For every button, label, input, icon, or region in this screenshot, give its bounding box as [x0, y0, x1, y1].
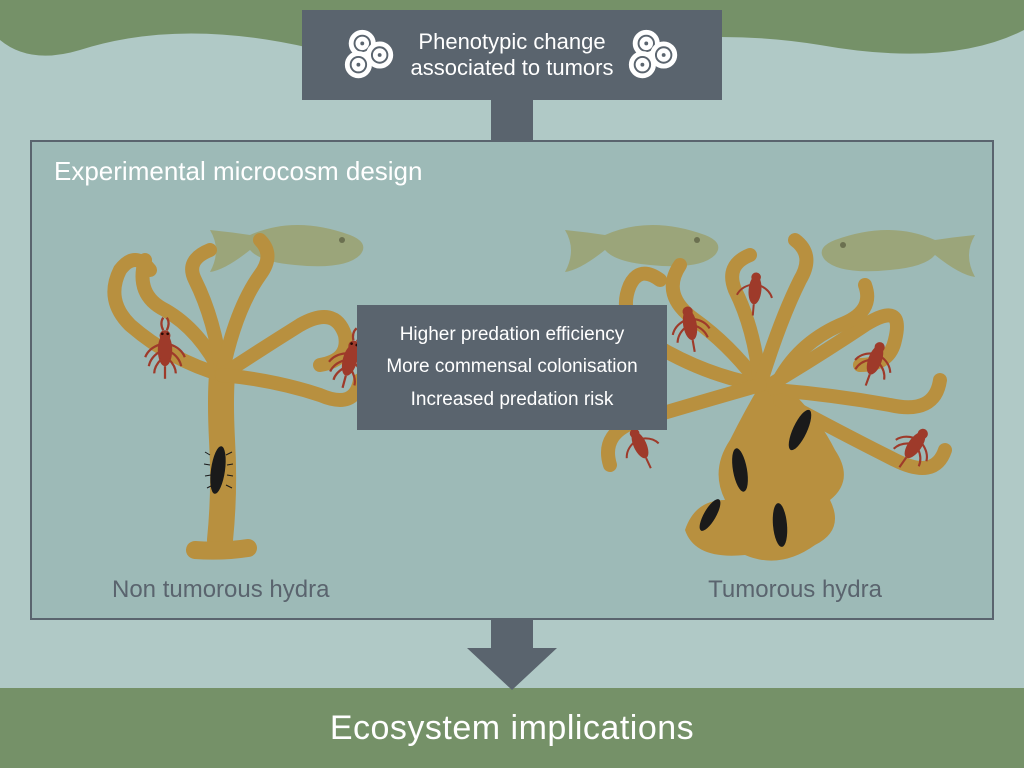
fish-icon [565, 225, 718, 272]
info-line2: More commensal colonisation [369, 351, 655, 383]
header-text: Phenotypic change associated to tumors [411, 29, 614, 82]
label-nontumorous: Non tumorous hydra [112, 576, 329, 604]
bottom-text: Ecosystem implications [330, 709, 694, 748]
info-line1: Higher predation efficiency [369, 319, 655, 351]
bottom-band: Ecosystem implications [0, 688, 1024, 768]
diagram-canvas: Phenotypic change associated to tumors E… [0, 0, 1024, 768]
info-line3: Increased predation risk [369, 384, 655, 416]
arrow-head-icon [467, 648, 557, 690]
info-box: Higher predation efficiency More commens… [357, 305, 667, 430]
fish-icon [822, 230, 975, 277]
header-line1: Phenotypic change [418, 29, 605, 54]
fish-icon [210, 225, 363, 272]
cells-icon [625, 26, 683, 84]
header-line2: associated to tumors [411, 55, 614, 80]
hydra-icon [114, 240, 360, 551]
cells-icon [341, 26, 399, 84]
header-box: Phenotypic change associated to tumors [302, 10, 722, 100]
